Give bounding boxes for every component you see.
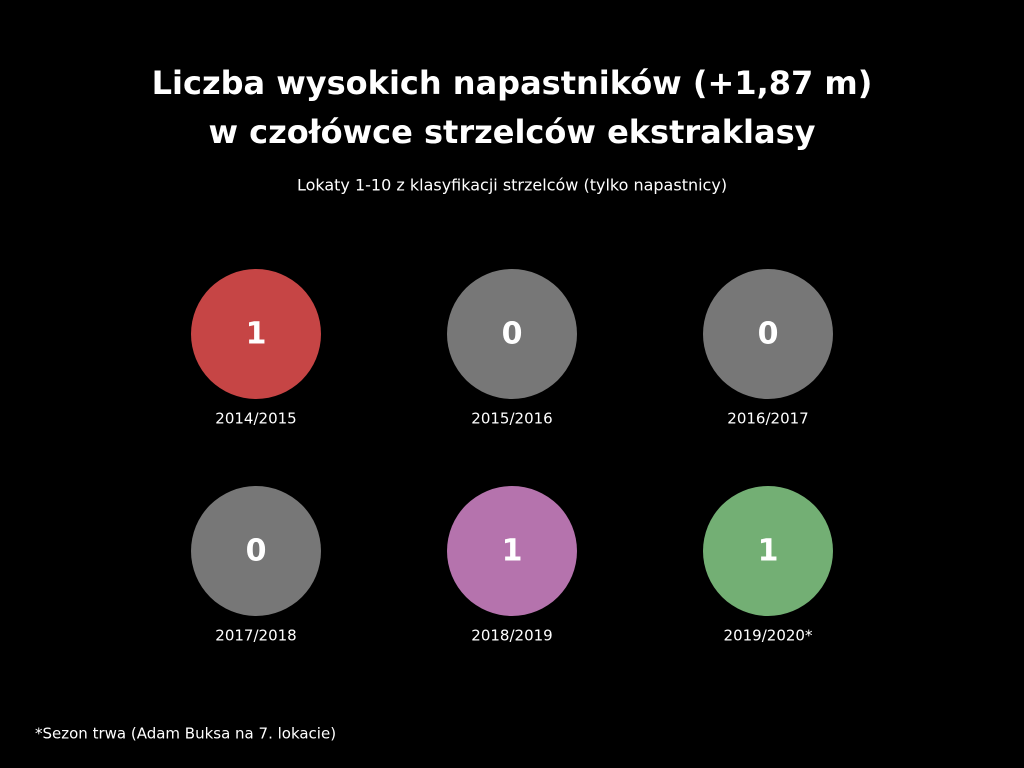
category-label: 2014/2015	[215, 410, 296, 428]
chart-title: w czołówce strzelców ekstraklasy	[208, 113, 815, 151]
category-label: 2018/2019	[471, 627, 552, 645]
footnote: *Sezon trwa (Adam Buksa na 7. lokacie)	[35, 725, 336, 743]
value-label: 1	[246, 317, 267, 352]
chart-title: Liczba wysokich napastników (+1,87 m)	[152, 64, 873, 102]
value-label: 0	[758, 317, 779, 352]
value-circle	[703, 486, 833, 616]
value-circle	[447, 269, 577, 399]
category-label: 2015/2016	[471, 410, 552, 428]
category-label: 2017/2018	[215, 627, 296, 645]
value-circle	[191, 269, 321, 399]
value-label: 1	[758, 534, 779, 569]
value-label: 0	[246, 534, 267, 569]
value-label: 0	[502, 317, 523, 352]
chart-subtitle: Lokaty 1-10 z klasyfikacji strzelców (ty…	[297, 176, 727, 195]
category-label: 2016/2017	[727, 410, 808, 428]
value-circle	[191, 486, 321, 616]
value-circle	[703, 269, 833, 399]
value-label: 1	[502, 534, 523, 569]
category-label: 2019/2020*	[724, 627, 813, 645]
value-circle	[447, 486, 577, 616]
